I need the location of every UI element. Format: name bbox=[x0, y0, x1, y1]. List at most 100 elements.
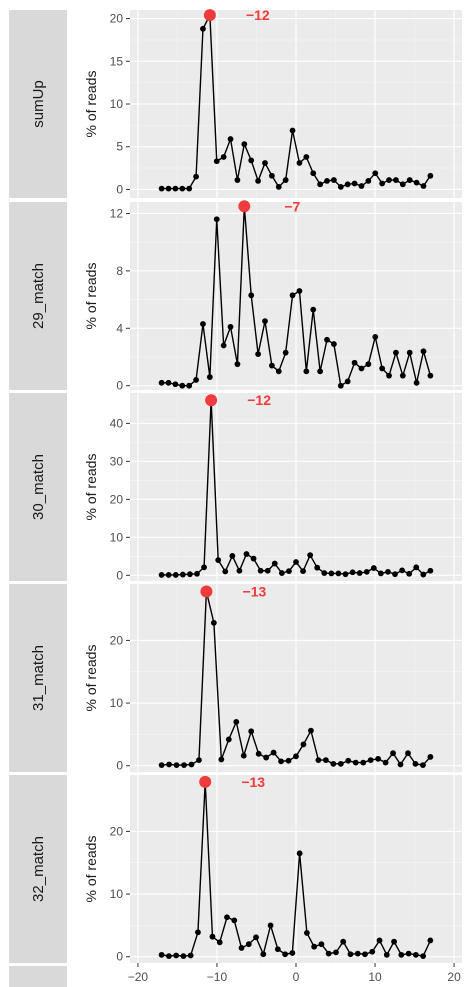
data-point bbox=[268, 172, 275, 179]
data-point bbox=[234, 177, 241, 183]
data-point bbox=[369, 948, 376, 955]
data-point bbox=[385, 568, 391, 575]
data-point bbox=[293, 559, 299, 565]
data-point bbox=[238, 945, 245, 951]
data-point bbox=[413, 379, 420, 386]
data-point bbox=[172, 185, 179, 192]
data-point bbox=[289, 292, 296, 299]
facet-strip bbox=[9, 202, 67, 390]
data-point bbox=[427, 172, 434, 179]
data-point bbox=[317, 181, 324, 188]
data-point bbox=[248, 728, 255, 735]
data-point bbox=[379, 365, 386, 372]
data-point bbox=[393, 349, 399, 356]
data-point bbox=[262, 318, 268, 325]
data-point bbox=[275, 368, 282, 375]
peak-label: −13 bbox=[243, 584, 267, 600]
data-point bbox=[231, 917, 238, 924]
y-tick-label: 20 bbox=[110, 492, 124, 506]
peak-marker bbox=[205, 394, 218, 407]
data-point bbox=[186, 185, 193, 192]
data-point bbox=[220, 342, 227, 349]
peak-marker bbox=[203, 9, 216, 22]
data-point bbox=[321, 570, 328, 576]
data-point bbox=[186, 382, 193, 389]
y-tick-label: 10 bbox=[110, 696, 124, 710]
data-point bbox=[260, 951, 267, 958]
facet-strip-stub bbox=[9, 966, 67, 987]
peak-label: −7 bbox=[284, 198, 300, 214]
facet-strip-label: sumUp bbox=[30, 80, 47, 128]
data-point bbox=[264, 567, 271, 574]
data-point bbox=[420, 183, 427, 189]
facet-strip-label: 32_match bbox=[30, 836, 47, 902]
data-point bbox=[358, 365, 365, 372]
facet-strip-label: 30_match bbox=[30, 454, 47, 520]
data-point bbox=[300, 568, 306, 575]
data-point bbox=[303, 368, 310, 375]
data-point bbox=[413, 564, 420, 571]
data-point bbox=[351, 359, 358, 366]
data-point bbox=[224, 914, 230, 921]
data-point bbox=[427, 567, 434, 574]
data-point bbox=[166, 761, 172, 768]
data-point bbox=[324, 336, 330, 343]
data-point bbox=[181, 762, 187, 769]
data-point bbox=[165, 953, 172, 960]
data-point bbox=[267, 922, 274, 929]
data-point bbox=[349, 569, 356, 576]
data-point bbox=[375, 755, 382, 762]
data-point bbox=[289, 950, 296, 956]
data-point bbox=[342, 571, 349, 578]
data-point bbox=[213, 216, 220, 223]
data-point bbox=[333, 949, 339, 956]
data-point bbox=[293, 753, 299, 760]
data-point bbox=[406, 570, 413, 577]
data-point bbox=[412, 760, 419, 767]
panel-sumup: sumUp % of reads 0 5 10 15 20 −12 bbox=[9, 7, 462, 198]
data-point bbox=[278, 758, 284, 765]
y-tick-label: 5 bbox=[116, 140, 123, 154]
data-point bbox=[257, 567, 264, 574]
data-point bbox=[362, 951, 368, 958]
y-tick-label: 0 bbox=[116, 759, 123, 773]
data-point bbox=[367, 757, 374, 763]
data-point bbox=[263, 754, 270, 761]
data-point bbox=[377, 570, 384, 577]
data-point bbox=[282, 951, 289, 958]
data-point bbox=[229, 553, 236, 559]
peak-marker bbox=[200, 585, 213, 598]
data-point bbox=[398, 951, 405, 958]
data-point bbox=[315, 757, 322, 763]
data-point bbox=[194, 570, 200, 577]
data-point bbox=[325, 950, 332, 957]
data-point bbox=[187, 952, 194, 959]
data-point bbox=[200, 25, 206, 32]
y-tick-label: 10 bbox=[110, 530, 124, 544]
data-point bbox=[427, 372, 434, 379]
y-tick-label: 40 bbox=[110, 416, 124, 430]
data-point bbox=[392, 571, 398, 578]
data-point bbox=[253, 934, 259, 941]
data-point bbox=[245, 941, 252, 948]
data-point bbox=[296, 288, 303, 294]
data-point bbox=[187, 571, 193, 578]
y-tick-label: 10 bbox=[110, 887, 124, 901]
data-point bbox=[158, 572, 165, 578]
data-point bbox=[248, 157, 255, 164]
panel-32-match: 32_match % of reads 0 10 20 −13 bbox=[9, 774, 462, 964]
data-point bbox=[193, 377, 199, 383]
data-point bbox=[337, 760, 344, 767]
data-point bbox=[236, 567, 243, 574]
data-point bbox=[379, 180, 386, 187]
data-point bbox=[330, 760, 337, 767]
data-point bbox=[311, 943, 318, 950]
data-point bbox=[427, 937, 434, 944]
data-point bbox=[318, 941, 325, 948]
y-tick-label: 4 bbox=[116, 321, 123, 335]
data-point bbox=[303, 930, 310, 936]
data-point bbox=[354, 950, 361, 957]
y-tick-label: 0 bbox=[116, 379, 123, 393]
facet-strip-label: 29_match bbox=[30, 263, 47, 329]
